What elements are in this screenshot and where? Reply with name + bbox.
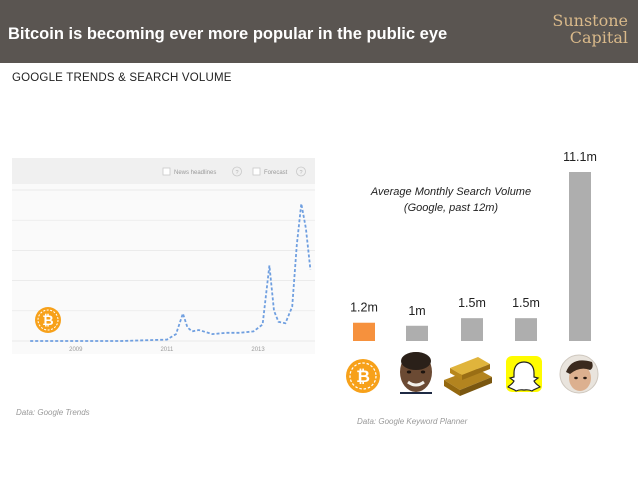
volume-title-line-1: Average Monthly Search Volume [370,186,532,198]
forecast-checkbox[interactable] [252,167,261,176]
section-title: GOOGLE TRENDS & SEARCH VOLUME [12,72,232,84]
volume-bar-obama [406,325,428,341]
bitcoin-category-icon: ₿ [346,359,380,393]
brand-line-2: Capital [569,28,628,47]
snapchat-icon [506,356,542,392]
legend-news-label: News headlines [174,170,216,176]
brand-logo: Sunstone Capital [552,12,628,46]
volume-value-label: 11.1m [563,150,597,164]
trend-line [30,203,312,342]
volume-bar-bitcoin [353,322,375,341]
trend-gridlines [12,189,315,342]
justin-bieber-icon [559,354,599,394]
news-checkbox[interactable] [162,167,171,176]
trend-year-ticks: 2009 2011 2013 [69,347,265,353]
help-icon-glyph: ? [235,170,238,176]
svg-text:₿: ₿ [42,312,53,328]
volume-value-labels: 1.2m 1m 1.5m 1.5m 11.1m [350,150,597,318]
volume-chart-title: Average Monthly Search Volume (Google, p… [345,184,557,216]
volume-source: Data: Google Keyword Planner [357,417,468,426]
svg-text:₿: ₿ [356,367,370,386]
volume-value-label: 1m [408,304,425,318]
trend-year-label: 2013 [251,347,265,353]
trend-year-label: 2011 [160,347,174,353]
help-icon-2-glyph: ? [299,170,302,176]
gold-bars-icon [444,357,492,396]
trends-source: Data: Google Trends [16,408,90,417]
trends-background [12,158,315,354]
volume-value-label: 1.5m [512,296,540,310]
header-bar: Bitcoin is becoming ever more popular in… [0,0,638,63]
volume-bar-gold [461,318,483,341]
volume-bars [353,172,591,341]
obama-face-icon [400,352,432,394]
bitcoin-icon: ₿ [35,307,61,333]
trend-year-label: 2009 [69,347,83,353]
volume-value-label: 1.2m [350,301,378,315]
brand-line-1: Sunstone [552,11,628,30]
volume-bar-snapchat [515,318,537,341]
google-trends-chart: News headlines ? Forecast ? 2009 2011 2013… [12,158,315,354]
volume-value-label: 1.5m [458,296,486,310]
help-icon-2[interactable] [296,166,306,177]
help-icon[interactable] [232,166,242,177]
legend-forecast-label: Forecast [264,170,288,176]
volume-bar-justin-bieber [569,172,591,341]
volume-title-line-2: (Google, past 12m) [403,202,499,214]
slide-title: Bitcoin is becoming ever more popular in… [8,25,448,43]
